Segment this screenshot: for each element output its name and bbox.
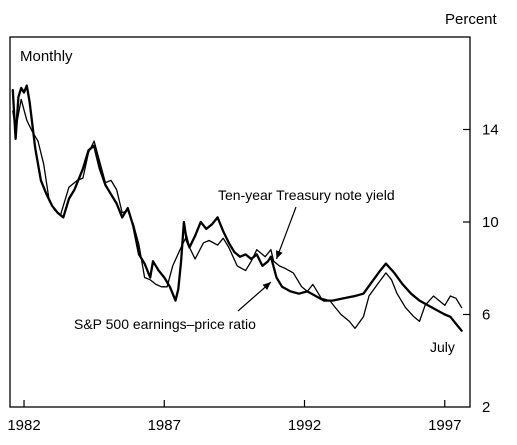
frequency-label: Monthly <box>20 48 73 65</box>
x-tick-label: 1997 <box>428 417 461 434</box>
series-lines <box>11 84 463 332</box>
earnings-price-label: S&P 500 earnings–price ratio <box>74 316 256 332</box>
july-label: July <box>430 339 455 355</box>
axis-ticks: 1982 1987 1992 1997 2 6 10 14 <box>7 122 498 435</box>
y-tick-label: 10 <box>482 214 499 231</box>
y-tick-label: 14 <box>482 122 499 139</box>
x-tick-label: 1987 <box>148 417 181 434</box>
x-tick-label: 1992 <box>288 417 321 434</box>
treasury-yield-line <box>12 98 463 330</box>
plot-frame <box>9 36 471 408</box>
annotation-arrows <box>237 206 297 312</box>
x-tick-label: 1982 <box>7 417 40 434</box>
y-unit-label: Percent <box>445 11 498 28</box>
earnings-price-line <box>11 84 463 332</box>
treasury-yield-arrow <box>275 206 297 260</box>
y-tick-label: 6 <box>482 307 490 324</box>
y-tick-label: 2 <box>482 399 490 416</box>
earnings-price-arrow <box>237 281 272 312</box>
treasury-yield-label: Ten-year Treasury note yield <box>218 187 395 203</box>
